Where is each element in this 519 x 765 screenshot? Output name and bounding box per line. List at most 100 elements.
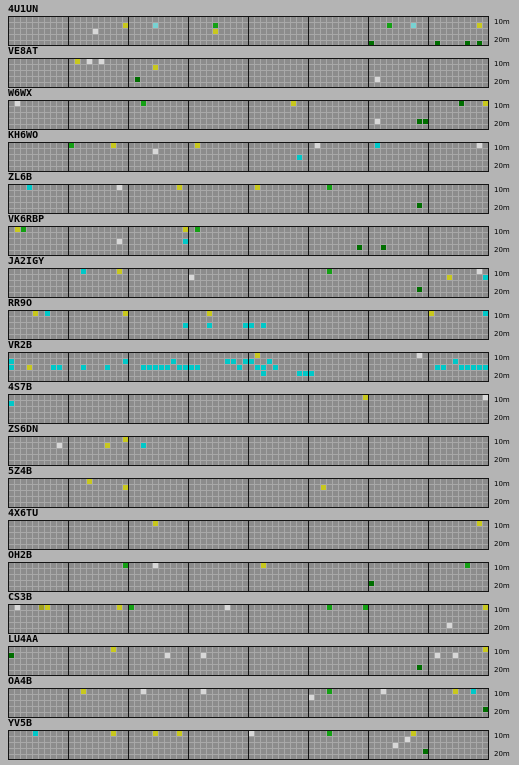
grid-line-minor <box>140 268 141 298</box>
grid-line-minor <box>296 142 297 172</box>
grid-line-minor <box>458 184 459 214</box>
grid-line-minor <box>122 436 123 466</box>
band-label-20m: 20m <box>494 708 510 716</box>
grid-line-minor <box>62 520 63 550</box>
grid-border <box>8 58 489 88</box>
signal-spot <box>423 119 428 124</box>
grid-line-minor <box>26 100 27 130</box>
station-row: JA2IGY 10m 20m <box>0 256 519 298</box>
grid-line-minor <box>110 142 111 172</box>
grid-line-minor <box>296 562 297 592</box>
grid-line-minor <box>50 310 51 340</box>
grid-line-minor <box>158 184 159 214</box>
station-callsign: LU4AA <box>8 634 39 645</box>
band-time-grid <box>8 604 489 634</box>
grid-line-minor <box>356 100 357 130</box>
grid-line-minor <box>404 604 405 634</box>
grid-line-minor <box>446 100 447 130</box>
grid-line-minor <box>392 58 393 88</box>
signal-spot <box>483 647 488 652</box>
grid-line-minor <box>116 58 117 88</box>
grid-line-minor <box>278 184 279 214</box>
grid-line-minor <box>236 730 237 760</box>
grid-line-minor <box>446 142 447 172</box>
grid-line-minor <box>98 730 99 760</box>
grid-line-minor <box>356 142 357 172</box>
grid-line-minor <box>482 604 483 634</box>
grid-line-minor <box>410 730 411 760</box>
grid-line-minor <box>50 100 51 130</box>
grid-line-minor <box>86 58 87 88</box>
grid-line-minor <box>350 646 351 676</box>
band-label-10m: 10m <box>494 522 510 530</box>
grid-line-minor <box>332 226 333 256</box>
grid-line-minor <box>44 478 45 508</box>
grid-line-minor <box>146 226 147 256</box>
grid-line-minor <box>14 184 15 214</box>
grid-line-minor <box>20 268 21 298</box>
grid-line-minor <box>362 100 363 130</box>
signal-spot <box>465 365 470 370</box>
grid-line-minor <box>236 520 237 550</box>
station-callsign: ZL6B <box>8 172 33 183</box>
grid-line-minor <box>32 268 33 298</box>
grid-line-minor <box>140 16 141 46</box>
grid-line-minor <box>344 268 345 298</box>
grid-line-major <box>128 310 129 340</box>
grid-line-minor <box>104 478 105 508</box>
grid-line-major <box>428 478 429 508</box>
grid-line-minor <box>146 310 147 340</box>
grid-line-minor <box>62 730 63 760</box>
grid-line-minor <box>416 688 417 718</box>
grid-line-minor <box>272 268 273 298</box>
grid-line-minor <box>206 436 207 466</box>
grid-line-minor <box>110 16 111 46</box>
grid-line-minor <box>86 478 87 508</box>
grid-line-minor <box>440 688 441 718</box>
grid-line-minor <box>32 184 33 214</box>
grid-line-minor <box>14 520 15 550</box>
grid-line-minor <box>152 310 153 340</box>
grid-line-minor <box>272 352 273 382</box>
station-row: 5Z4B 10m 20m <box>0 466 519 508</box>
grid-line-minor <box>62 688 63 718</box>
grid-line-minor <box>14 436 15 466</box>
grid-line-minor <box>98 58 99 88</box>
grid-line-minor <box>218 394 219 424</box>
grid-line-minor <box>380 604 381 634</box>
grid-line-minor <box>26 646 27 676</box>
grid-line-minor <box>290 310 291 340</box>
grid-line-minor <box>452 688 453 718</box>
grid-line-minor <box>212 562 213 592</box>
grid-line-minor <box>272 562 273 592</box>
grid-line-minor <box>98 352 99 382</box>
grid-line-minor <box>356 604 357 634</box>
grid-line-minor <box>344 16 345 46</box>
grid-line-minor <box>254 394 255 424</box>
grid-line-minor <box>14 16 15 46</box>
station-row: W6WX 10m 20m <box>0 88 519 130</box>
grid-line-minor <box>416 646 417 676</box>
grid-line-minor <box>482 394 483 424</box>
grid-line-minor <box>380 562 381 592</box>
grid-line-minor <box>446 646 447 676</box>
grid-line-minor <box>374 688 375 718</box>
station-row: ZS6DN 10m 20m <box>0 424 519 466</box>
band-time-grid <box>8 16 489 46</box>
grid-line-minor <box>80 226 81 256</box>
grid-line-minor <box>86 142 87 172</box>
grid-line-minor <box>326 436 327 466</box>
grid-line-minor <box>398 58 399 88</box>
grid-line-minor <box>170 478 171 508</box>
grid-line-minor <box>32 646 33 676</box>
grid-line-minor <box>326 646 327 676</box>
grid-line-minor <box>92 16 93 46</box>
grid-line-minor <box>98 688 99 718</box>
station-callsign: 5Z4B <box>8 466 33 477</box>
grid-line-minor <box>38 562 39 592</box>
grid-line-minor <box>20 520 21 550</box>
grid-line-minor <box>464 268 465 298</box>
grid-line-minor <box>458 436 459 466</box>
grid-line-minor <box>476 730 477 760</box>
grid-line-minor <box>440 352 441 382</box>
